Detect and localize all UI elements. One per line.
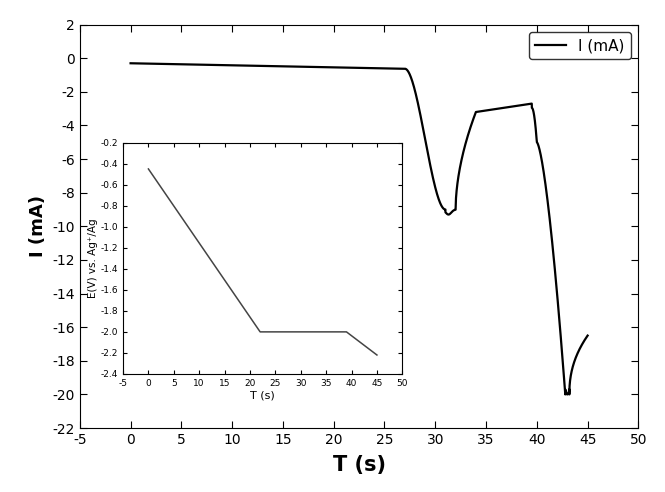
I (mA) [263, 63, 271, 69]
I (mA) [537, 156, 545, 162]
I (mA) [561, 392, 569, 398]
I (mA) [574, 349, 582, 355]
X-axis label: T (s): T (s) [332, 455, 386, 475]
Line: I (mA): I (mA) [130, 63, 588, 395]
Legend: I (mA): I (mA) [529, 32, 631, 60]
I (mA) [426, 159, 434, 165]
I (mA) [577, 344, 585, 350]
I (mA) [126, 61, 134, 66]
X-axis label: T (s): T (s) [250, 391, 275, 400]
I (mA) [579, 339, 587, 345]
Y-axis label: I (mA): I (mA) [29, 195, 47, 257]
I (mA) [584, 333, 592, 338]
Y-axis label: E(V) vs. Ag⁺/Ag: E(V) vs. Ag⁺/Ag [88, 218, 98, 298]
